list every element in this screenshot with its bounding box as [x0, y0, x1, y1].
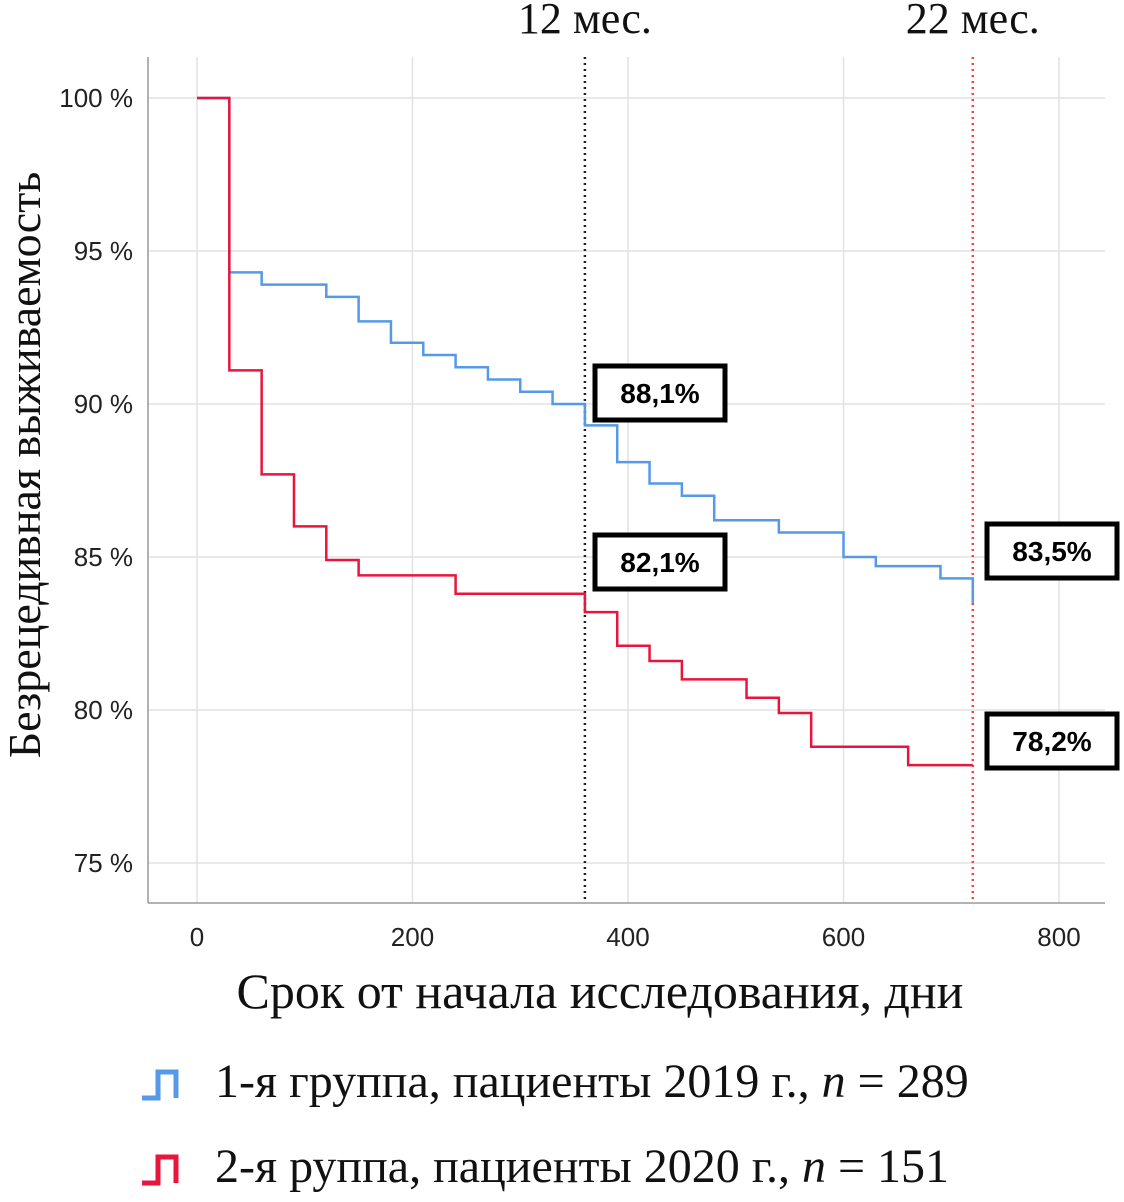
y-axis-title: Безрецедивная выживаемость	[0, 172, 50, 759]
annotation-label: 78,2%	[1012, 726, 1091, 757]
x-tick-label: 200	[391, 922, 434, 952]
grid	[148, 57, 1105, 903]
reference-lines: 12 мес. 22 мес.	[518, 0, 1040, 903]
annotation-box	[984, 711, 1120, 771]
annotation-label: 83,5%	[1012, 536, 1091, 567]
y-tick-label: 80 %	[74, 695, 133, 725]
annotations: 88,1% 82,1% 83,5% 78,2%	[592, 363, 1120, 771]
reference-label: 22 мес.	[906, 0, 1040, 43]
legend-n-value: = 151	[826, 1140, 949, 1193]
annotation-label: 88,1%	[620, 378, 699, 409]
legend-swatch-icon	[142, 1154, 179, 1186]
annotation-label: 82,1%	[620, 547, 699, 578]
legend-entry: 1-я группа, пациенты 2019 г., n = 289	[215, 1055, 969, 1108]
x-tick-label: 0	[190, 922, 204, 952]
y-tick-label: 75 %	[74, 848, 133, 878]
y-tick-label: 85 %	[74, 542, 133, 572]
x-tick-label: 600	[822, 922, 865, 952]
legend: 1-я группа, пациенты 2019 г., n = 289 2-я…	[142, 1055, 969, 1193]
legend-swatch-icon	[142, 1069, 179, 1101]
series-line-1	[197, 96, 975, 603]
legend-name: 1-я группа, пациенты 2019 г.,	[215, 1055, 822, 1108]
series-lines	[197, 96, 975, 767]
series-line-2	[197, 96, 973, 767]
legend-entry: 2-я руппа, пациенты 2020 г., n = 151	[215, 1140, 949, 1193]
y-tick-label: 100 %	[59, 83, 133, 113]
annotation-box	[984, 521, 1120, 581]
tick-labels: 0 200 400 600 800 100 % 95 % 90 % 85 % 80 % 75 %	[59, 83, 1080, 952]
y-tick-label: 90 %	[74, 389, 133, 419]
x-axis-title: Срок от начала исследования, дни	[237, 963, 964, 1019]
x-tick-label: 400	[606, 922, 649, 952]
reference-label: 12 мес.	[518, 0, 652, 43]
y-tick-label: 95 %	[74, 236, 133, 266]
annotation-box	[592, 363, 728, 423]
legend-name: 2-я руппа, пациенты 2020 г.,	[215, 1140, 802, 1193]
legend-n-value: = 289	[846, 1055, 969, 1108]
legend-n-label: n	[822, 1055, 846, 1108]
x-tick-label: 800	[1037, 922, 1080, 952]
annotation-box	[592, 532, 728, 592]
legend-n-label: n	[802, 1140, 826, 1193]
